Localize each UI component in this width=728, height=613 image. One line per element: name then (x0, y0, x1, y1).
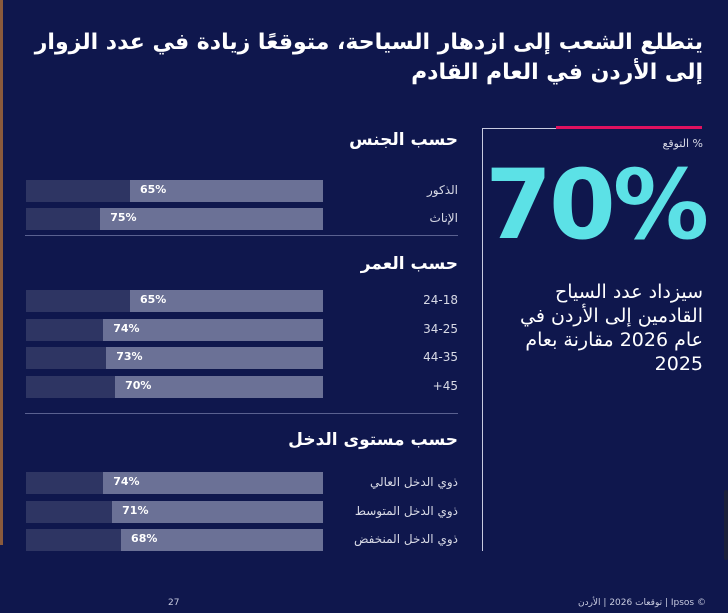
bar: 74% (103, 319, 323, 341)
footer-source: © Ipsos | توقعات 2026 | الأردن (577, 598, 706, 608)
category-label: 44-35 (423, 350, 458, 364)
bar-track: 68% (26, 529, 323, 551)
bar-row: 65% 24-18 (26, 290, 458, 312)
bar-row: 75% الإناث (26, 208, 458, 230)
category-label: 34-25 (423, 322, 458, 336)
scroll-handle[interactable] (724, 490, 728, 560)
section-divider (25, 413, 458, 414)
data-label: 74% (113, 475, 140, 488)
data-label: 65% (139, 183, 167, 196)
data-label: 74% (113, 322, 140, 335)
bar-row: 68% ذوي الدخل المنخفض (26, 529, 458, 551)
data-label: 75% (110, 211, 137, 224)
accent-line (556, 126, 702, 129)
section-title: حسب الجنس (349, 130, 458, 150)
panel-border-top (482, 128, 556, 129)
section-title: حسب العمر (360, 254, 458, 274)
bar-row: 74% ذوي الدخل العالي (26, 472, 458, 494)
data-label: 70% (125, 379, 152, 392)
category-label: ذوي الدخل المتوسط (354, 504, 458, 518)
category-label: الذكور (427, 183, 458, 197)
bar-row: 73% 44-35 (26, 347, 458, 369)
bar-row: 74% 34-25 (26, 319, 458, 341)
data-label: 65% (139, 293, 167, 306)
bar-row: 70% 45+ (26, 376, 458, 398)
bar-row: 71% ذوي الدخل المتوسط (26, 501, 458, 523)
category-label: الإناث (429, 211, 458, 225)
bar-track: 70% (26, 376, 323, 398)
bar-track: 73% (26, 347, 323, 369)
bar: 65% (129, 290, 323, 312)
bar-track: 75% (26, 208, 323, 230)
bar-track: 65% (26, 180, 323, 202)
bar: 71% (112, 501, 323, 523)
left-edge-image (0, 0, 3, 545)
data-label: 73% (116, 350, 143, 363)
category-label: ذوي الدخل العالي (369, 475, 458, 489)
kpi-value: 70% (485, 149, 709, 261)
bar-track: 74% (26, 472, 323, 494)
bar: 68% (121, 529, 323, 551)
bar-track: 74% (26, 319, 323, 341)
bar: 74% (103, 472, 323, 494)
data-label: 71% (122, 504, 149, 517)
bar: 65% (129, 180, 323, 202)
section-divider (25, 235, 458, 236)
page-title: يتطلع الشعب إلى ازدهار السياحة، متوقعًا … (34, 30, 703, 85)
section-title: حسب مستوى الدخل (288, 430, 458, 450)
data-label: 68% (131, 532, 158, 545)
page-number: 27 (168, 598, 180, 608)
bar: 73% (106, 347, 323, 369)
bar-row: 65% الذكور (26, 180, 458, 202)
panel-border (482, 128, 483, 551)
kpi-description: سيزداد عدد السياح القادمين إلى الأردن في… (520, 281, 703, 375)
category-label: 45+ (432, 379, 458, 393)
bar: 75% (100, 208, 323, 230)
bar-track: 71% (26, 501, 323, 523)
category-label: 24-18 (423, 293, 458, 307)
bar-track: 65% (26, 290, 323, 312)
kpi-label: % التوقع (662, 137, 703, 150)
category-label: ذوي الدخل المنخفض (353, 532, 458, 546)
bar: 70% (115, 376, 323, 398)
